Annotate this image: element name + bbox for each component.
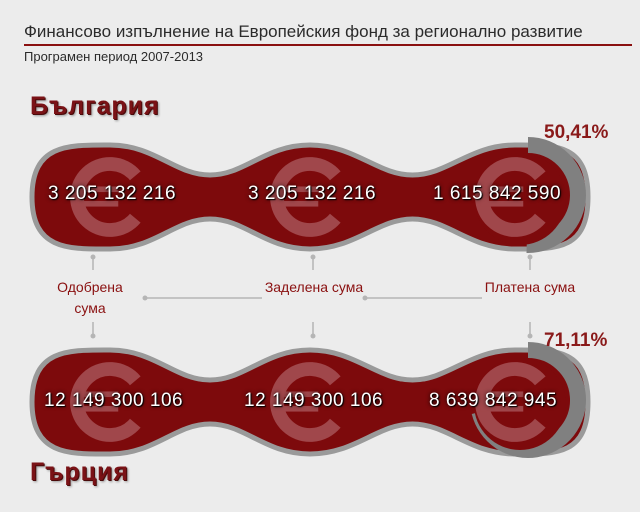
amount-bulgaria-paid: 1 615 842 590 (433, 183, 562, 204)
connector-dot-down-0 (90, 333, 96, 339)
euro-icon-bulgaria-1 (270, 157, 341, 237)
country-name-greece: Гърция (30, 458, 129, 486)
connector-dot-up-2 (527, 254, 533, 260)
amount-bulgaria-approved: 3 205 132 216 (48, 183, 177, 204)
band-bulgaria (29, 137, 591, 253)
band-shape-greece (29, 347, 591, 457)
band-shape-bulgaria (29, 142, 591, 252)
category-label-approved: Одобрена сума (57, 279, 123, 316)
connector-dot-down-1 (310, 333, 316, 339)
page-subtitle: Програмен период 2007-2013 (24, 49, 204, 64)
connector-dot-h-0 (142, 295, 148, 301)
paid-percentage-greece: 71,11% (544, 330, 608, 351)
page-title: Финансово изпълнение на Европейския фонд… (24, 22, 583, 41)
category-label-paid: Платена сума (484, 279, 576, 295)
category-label-allocated: Заделена сума (264, 279, 364, 295)
paid-progress-arc-bulgaria (526, 137, 586, 253)
paid-percentage-bulgaria: 50,41% (544, 122, 609, 143)
band-greece (29, 342, 591, 458)
amount-bulgaria-allocated: 3 205 132 216 (248, 183, 377, 204)
connector-dot-h-1 (362, 295, 368, 301)
euro-icon-bulgaria-2 (475, 157, 546, 237)
connector-dot-up-1 (310, 254, 316, 260)
amount-greece-paid: 8 639 842 945 (429, 390, 558, 411)
euro-icon-greece-1 (270, 362, 341, 442)
amount-greece-allocated: 12 149 300 106 (244, 390, 384, 411)
title-rule (24, 44, 632, 46)
amount-greece-approved: 12 149 300 106 (44, 390, 184, 411)
euro-icon-bulgaria-0 (70, 157, 141, 237)
euro-icon-greece-2 (475, 362, 546, 442)
country-name-bulgaria: България (30, 92, 160, 120)
euro-icon-greece-0 (70, 362, 141, 442)
connector-dot-down-2 (527, 333, 533, 339)
connector-dot-up-0 (90, 254, 96, 260)
